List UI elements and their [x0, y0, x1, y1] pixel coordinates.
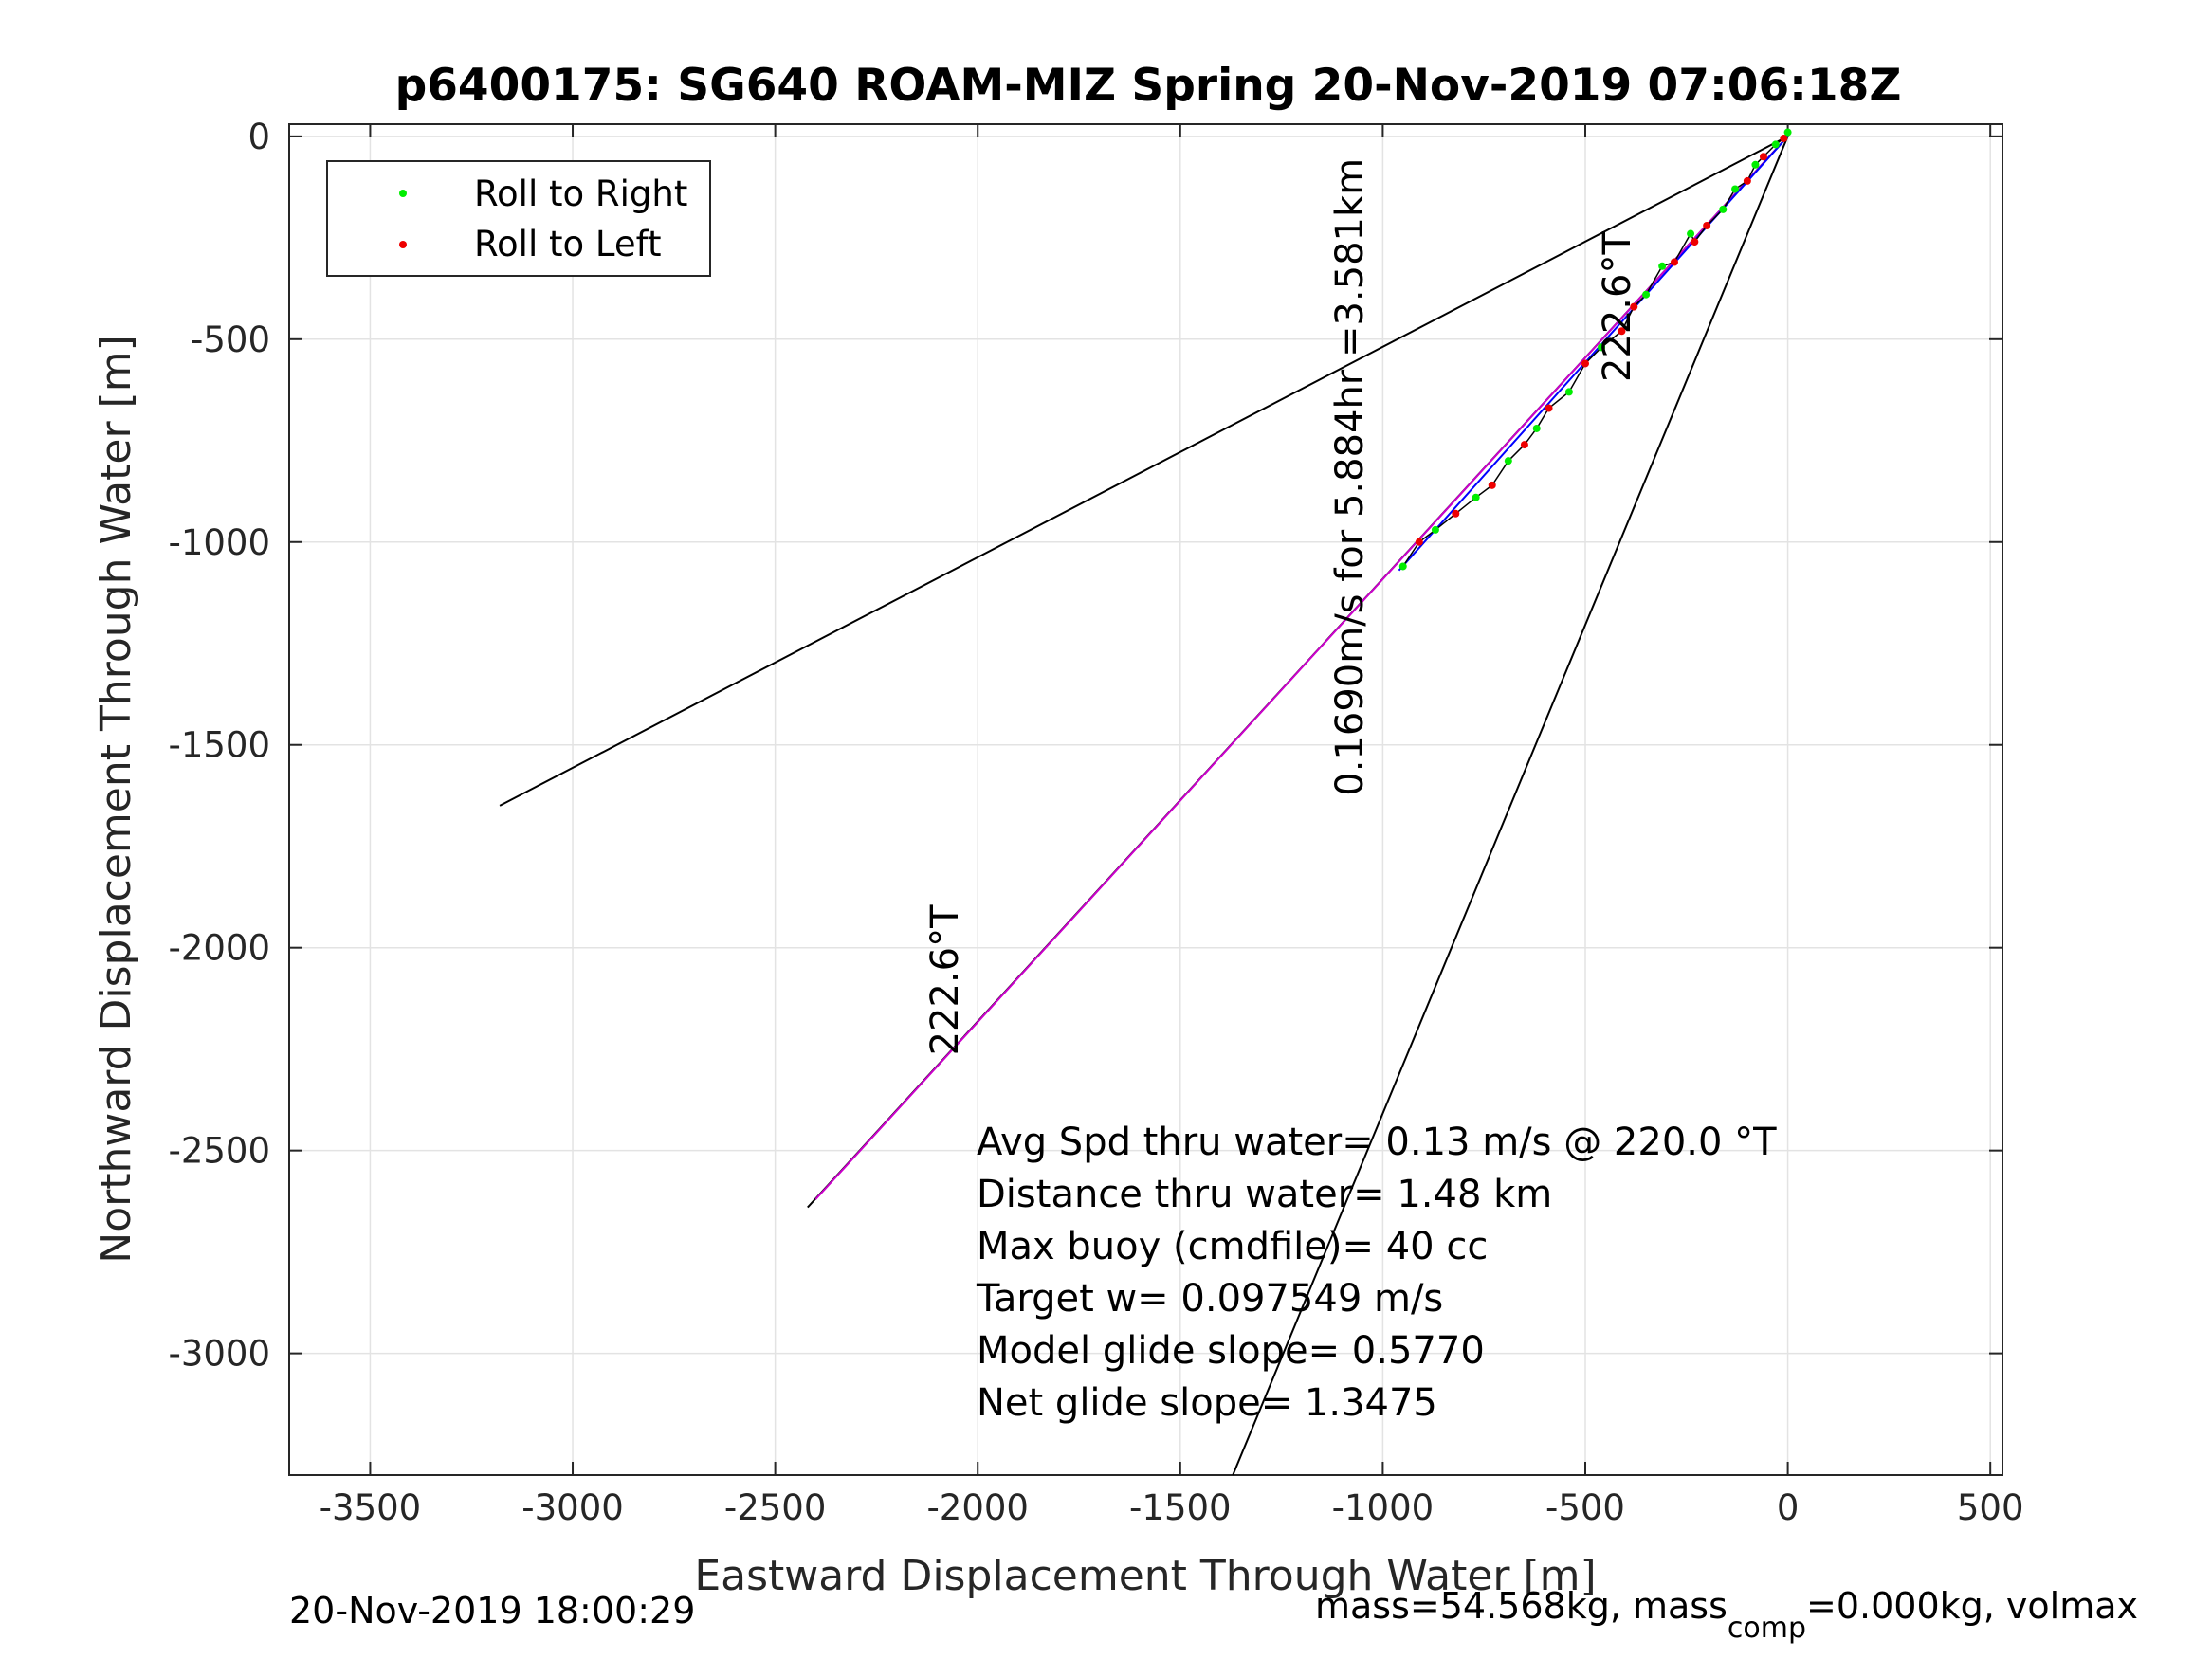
track-segment [1620, 306, 1635, 332]
track-point-roll-right [1658, 262, 1667, 270]
line-labels: 222.6°T 222.6°T 0.1690m/s for 5.884hr =3.5… [923, 158, 1639, 1056]
track-segment [1454, 497, 1477, 515]
x-tick-label: 0 [1777, 1487, 1800, 1528]
annotation-line: Model glide slope= 0.5770 [977, 1329, 1485, 1373]
x-tick-label: -1500 [1129, 1487, 1232, 1528]
track-segment [1600, 330, 1622, 348]
track-point-roll-left [1743, 176, 1751, 185]
track-point-roll-right [1642, 290, 1651, 299]
track-segment [1491, 460, 1509, 486]
track-point-roll-left [1630, 302, 1638, 311]
y-tick-label: -1500 [168, 725, 270, 766]
track-point-roll-right [1598, 343, 1606, 352]
track-point-roll-left [1691, 238, 1699, 246]
track-point-roll-right [1504, 457, 1512, 465]
series-line [814, 136, 1789, 1200]
y-tick-label: -1000 [168, 522, 270, 563]
track-point-roll-right [1398, 562, 1407, 571]
legend: Roll to Right Roll to Left [326, 160, 711, 277]
track-segment [1584, 346, 1602, 365]
line-label: 222.6°T [923, 904, 967, 1056]
line-label: 0.1690m/s for 5.884hr =3.581km [1328, 158, 1372, 796]
annotation-line: Distance thru water= 1.48 km [977, 1173, 1552, 1216]
footer-timestamp: 20-Nov-2019 18:00:29 [289, 1590, 695, 1632]
series-line [1232, 136, 1789, 1476]
track-point-roll-left [1488, 481, 1496, 489]
track-segment [1536, 408, 1550, 429]
track-point-roll-right [1731, 185, 1740, 193]
legend-marker-roll-left [399, 241, 407, 248]
x-tick-label: -500 [1545, 1487, 1625, 1528]
y-tick-label: -3000 [168, 1334, 270, 1375]
track-point-roll-left [1759, 153, 1767, 161]
y-axis-title: Northward Displacement Through Water [m] [92, 335, 140, 1263]
track-point-roll-left [1581, 359, 1589, 368]
track-point-roll-left [1545, 404, 1553, 412]
y-tick-labels: 0 -500 -1000 -1500 -2000 -2500 -3000 [168, 117, 270, 1375]
track-point-roll-left [1452, 509, 1460, 518]
grid-lines [289, 124, 2002, 1475]
track-point-roll-right [1472, 493, 1480, 501]
track-segment [1706, 209, 1724, 227]
legend-label-roll-right: Roll to Right [474, 173, 687, 214]
annotation-line: Net glide slope= 1.3475 [977, 1381, 1437, 1425]
track-point-roll-left [1703, 221, 1711, 229]
track-point-roll-right [1564, 388, 1573, 396]
track-segment [1568, 363, 1586, 392]
track-point-roll-left [1618, 327, 1626, 336]
footer-mass-info: mass=54.568kg, masscomp=0.000kg, volmax [1315, 1585, 2138, 1645]
plot-area [288, 123, 2003, 1476]
chart-title: p6400175: SG640 ROAM-MIZ Spring 20-Nov-2… [395, 60, 1902, 112]
y-tick-label: 0 [247, 117, 270, 157]
x-tick-label: 500 [1957, 1487, 2024, 1528]
annotation-line: Target w= 0.097549 m/s [976, 1277, 1443, 1321]
annotation-block: Avg Spd thru water= 0.13 m/s @ 220.0 °T D… [976, 1121, 1777, 1425]
footer-mass-sub: comp [1728, 1612, 1806, 1645]
series-line [499, 135, 1789, 807]
track-point-roll-left [1520, 441, 1528, 449]
x-tick-label: -1000 [1332, 1487, 1435, 1528]
legend-label-roll-left: Roll to Left [474, 224, 662, 264]
x-tick-label: -3000 [521, 1487, 624, 1528]
track-segment [1508, 444, 1526, 462]
track-segment [1435, 513, 1456, 531]
track-point-roll-right [1751, 160, 1760, 169]
y-tick-label: -2000 [168, 928, 270, 969]
x-tick-label: -2000 [926, 1487, 1029, 1528]
track-point-roll-right [1532, 424, 1541, 432]
x-tick-label: -2500 [724, 1487, 827, 1528]
legend-box [326, 160, 711, 277]
track-segment [1673, 233, 1691, 263]
series-lines [499, 135, 1789, 1476]
track-point-roll-right [1783, 128, 1792, 137]
x-tick-label: -3500 [320, 1487, 422, 1528]
track-segment [1722, 189, 1736, 210]
footer-mass-prefix: mass=54.568kg, mass [1315, 1585, 1728, 1627]
track-point-roll-left [1670, 258, 1678, 266]
track-point-roll-left [1780, 134, 1788, 142]
axis-ticks [289, 124, 2002, 1475]
line-label: 222.6°T [1596, 231, 1639, 383]
track-point-roll-right [1431, 525, 1439, 534]
y-tick-label: -2500 [168, 1131, 270, 1172]
track-point-roll-right [1771, 140, 1780, 149]
x-tick-labels: -3500 -3000 -2500 -2000 -1500 -1000 -500 0 500 [320, 1487, 2024, 1528]
x-axis-title: Eastward Displacement Through Water [m] [694, 1552, 1596, 1600]
footer-mass-suffix: =0.000kg, volmax [1806, 1585, 2138, 1627]
track-point-roll-right [1687, 229, 1695, 238]
track-points [1398, 128, 1792, 571]
track-point-roll-left [1415, 538, 1423, 546]
y-tick-label: -500 [191, 319, 270, 360]
annotation-line: Max buoy (cmdfile)= 40 cc [977, 1225, 1488, 1268]
track-segment [1645, 265, 1663, 296]
track-segment [1402, 541, 1420, 567]
annotation-line: Avg Spd thru water= 0.13 m/s @ 220.0 °T [977, 1121, 1777, 1164]
track-point-roll-right [1719, 205, 1728, 213]
track-segment [1548, 391, 1570, 410]
legend-marker-roll-right [399, 190, 407, 197]
